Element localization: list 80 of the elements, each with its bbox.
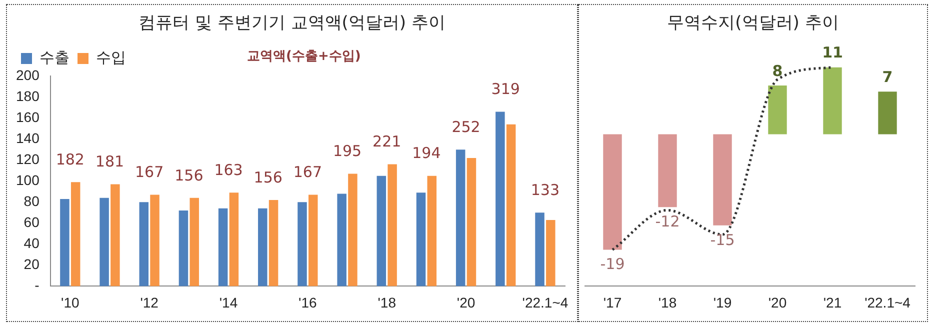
bar — [466, 158, 476, 286]
legend-label: 수입 — [96, 50, 126, 67]
x-tick-label: '19 — [713, 294, 732, 310]
data-label: -12 — [655, 212, 680, 231]
bar — [258, 208, 268, 286]
x-tick-label: '18 — [378, 294, 396, 310]
bar — [308, 194, 318, 286]
y-tick-label: 100 — [16, 172, 40, 188]
total-label: 182 — [56, 150, 84, 169]
bar — [229, 192, 239, 286]
total-label: 319 — [491, 80, 520, 98]
x-tick-label: '12 — [140, 294, 159, 310]
bar — [768, 86, 787, 134]
data-label: -19 — [600, 255, 625, 274]
x-tick-label: '20 — [768, 294, 787, 310]
y-tick-label: 40 — [24, 235, 40, 252]
total-label: 133 — [530, 181, 560, 200]
bar — [603, 134, 622, 250]
bar — [823, 67, 842, 134]
total-label: 167 — [293, 163, 322, 182]
bar — [60, 198, 70, 286]
bar — [713, 134, 732, 226]
total-label: 181 — [95, 152, 124, 171]
total-label: 167 — [135, 163, 164, 182]
y-tick-label: 140 — [16, 130, 40, 146]
chart-title: 컴퓨터 및 주변기기 교역액(억달러) 추이 — [138, 12, 446, 34]
y-tick-label: - — [34, 277, 40, 294]
x-tick-label: '22.1~4 — [864, 294, 911, 310]
x-tick-label: '17 — [603, 294, 622, 310]
bar — [150, 194, 160, 286]
total-label: 221 — [372, 132, 402, 151]
data-label: 7 — [882, 68, 893, 86]
data-label: 8 — [772, 62, 783, 80]
total-label: 163 — [214, 161, 243, 180]
total-label: 195 — [332, 142, 362, 160]
total-label: 156 — [174, 166, 204, 184]
bar — [139, 202, 149, 286]
bar — [178, 210, 188, 286]
bar — [535, 212, 544, 286]
bar — [496, 112, 505, 286]
x-tick-label: '16 — [298, 294, 318, 310]
bar — [546, 220, 556, 286]
bar — [100, 198, 109, 286]
y-tick-label: 160 — [16, 108, 40, 125]
bar — [506, 124, 516, 286]
bar — [388, 164, 397, 286]
y-tick-label: 80 — [24, 192, 40, 209]
bar — [658, 134, 677, 208]
bar — [878, 92, 897, 134]
x-tick-label: '20 — [456, 294, 476, 310]
bar — [348, 174, 358, 286]
data-label: 11 — [822, 44, 843, 62]
total-label: 194 — [412, 144, 441, 162]
bar — [376, 176, 386, 286]
total-label: 252 — [452, 118, 480, 136]
y-tick-label: 20 — [24, 256, 40, 272]
chart-title: 무역수지(억달러) 추이 — [666, 12, 840, 34]
y-tick-label: 120 — [16, 150, 40, 167]
x-tick-label: '10 — [61, 294, 80, 310]
text: 교역액(수출+수입) — [247, 48, 361, 65]
x-tick-label: '22.1~4 — [522, 294, 568, 310]
x-tick-label: '21 — [823, 294, 842, 310]
y-tick-label: 180 — [16, 88, 40, 104]
x-tick-label: '18 — [658, 294, 677, 310]
x-tick-label: '14 — [219, 294, 238, 310]
data-label: -15 — [710, 230, 735, 249]
bar — [298, 202, 307, 286]
bar — [427, 176, 437, 286]
bar — [110, 184, 120, 286]
bar — [70, 182, 80, 286]
total-label: 156 — [254, 168, 282, 186]
bar — [456, 150, 466, 286]
bar — [218, 208, 228, 286]
bar — [268, 200, 278, 286]
y-tick-label: 60 — [24, 214, 40, 230]
bar — [190, 198, 199, 286]
legend-label: 수출 — [40, 50, 70, 67]
bar — [337, 194, 346, 286]
y-tick-label: 200 — [16, 66, 40, 83]
bar — [416, 192, 426, 286]
